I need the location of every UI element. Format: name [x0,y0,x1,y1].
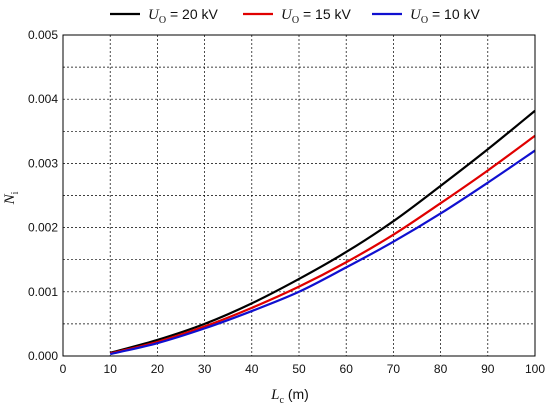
legend-entry-label: UO = 10 kV [410,6,480,26]
x-tick-label: 90 [481,362,495,376]
y-tick-label: 0.005 [28,28,58,42]
x-tick-label: 50 [292,362,306,376]
y-tick-label: 0.004 [28,92,58,106]
y-tick-label: 0.002 [28,221,58,235]
legend-entry-label: UO = 20 kV [148,6,218,26]
x-tick-label: 40 [245,362,259,376]
series-line [109,134,536,355]
legend: UO = 20 kV UO = 15 kV UO = 10 kV [110,6,480,26]
series-line [109,149,536,356]
plot-frame [62,34,536,357]
grid [63,35,535,356]
x-tick-label: 100 [525,362,545,376]
x-tick-label: 80 [434,362,448,376]
y-axis-label: Ni [2,191,21,205]
series-line [109,109,536,354]
legend-entry-label: UO = 15 kV [281,6,351,26]
tick-labels: 0 10 20 30 40 50 60 70 80 90 100 0.000 0.001 0.002 0.0… [28,28,545,376]
x-tick-label: 30 [198,362,212,376]
x-tick-label: 20 [151,362,165,376]
x-tick-label: 70 [387,362,401,376]
x-tick-label: 60 [340,362,354,376]
y-tick-label: 0.003 [28,156,58,170]
x-tick-label: 0 [60,362,67,376]
x-tick-label: 10 [104,362,118,376]
x-axis-label: Lc (m) [270,386,309,406]
y-tick-label: 0.000 [28,349,58,363]
series-group [109,109,536,356]
y-tick-label: 0.001 [28,285,58,299]
